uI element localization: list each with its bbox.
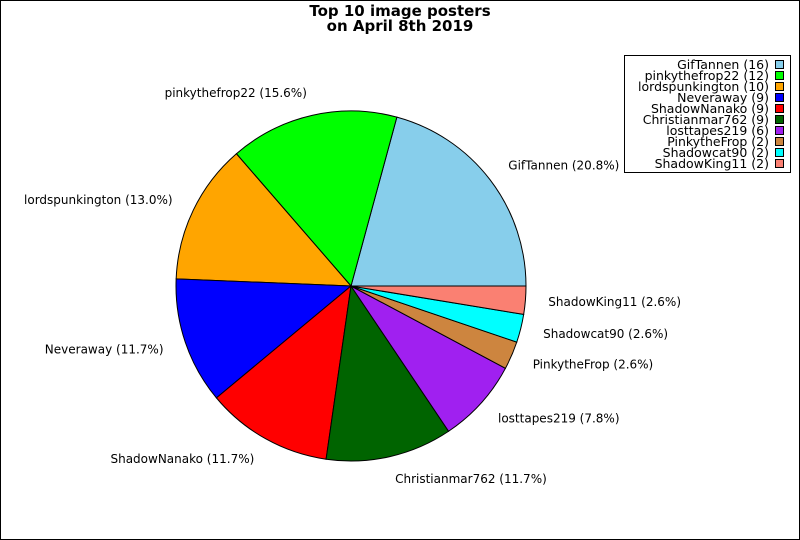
legend-label: losttapes219 (6) [666, 123, 769, 138]
pie-label-christianmar762: Christianmar762 (11.7%) [395, 472, 547, 486]
legend-swatch [775, 82, 784, 91]
legend-label: pinkythefrop22 (12) [644, 68, 769, 83]
legend-label: GifTannen (16) [677, 57, 769, 72]
legend-swatch [775, 71, 784, 80]
pie-slice-lordspunkington [175, 153, 353, 287]
legend-swatch [775, 60, 784, 69]
pie-slice-shadownanako [215, 284, 352, 460]
legend-label: PinkytheFrop (2) [667, 134, 769, 149]
legend-item-losttapes219: losttapes219 (6) [625, 123, 790, 138]
legend-swatch [775, 137, 784, 146]
legend-item-pinkythefrop22: pinkythefrop22 (12) [625, 68, 790, 83]
chart-title-line-2: on April 8th 2019 [326, 17, 474, 35]
legend-swatch [775, 126, 784, 135]
legend-item-giftannen: GifTannen (16) [625, 57, 790, 72]
legend: GifTannen (16) pinkythefrop22 (12) lordspu… [624, 55, 791, 173]
pie-slice-neveraway [175, 278, 353, 399]
legend-swatch [775, 159, 784, 168]
pie-label-losttapes219: losttapes219 (7.8%) [498, 412, 620, 426]
legend-item-shadowking11: ShadowKing11 (2) [625, 156, 790, 171]
pie-label-neveraway: Neveraway (11.7%) [45, 343, 164, 357]
pie-slice-christianmar762 [325, 284, 450, 462]
pie-slice-shadowking11 [350, 285, 527, 316]
legend-swatch [775, 115, 784, 124]
legend-swatch [775, 104, 784, 113]
legend-label: Christianmar762 (9) [642, 112, 769, 127]
legend-item-shadowcat90: Shadowcat90 (2) [625, 145, 790, 160]
legend-item-neveraway: Neveraway (9) [625, 90, 790, 105]
pie-label-pinkythefrop: PinkytheFrop (2.6%) [533, 358, 654, 372]
legend-label: lordspunkington (10) [638, 79, 769, 94]
pie-label-lordspunkington: lordspunkington (13.0%) [24, 193, 173, 207]
pie-slice-pinkythefrop22 [235, 110, 398, 288]
chart-title: Top 10 image posters on April 8th 2019 [1, 4, 799, 34]
legend-item-christianmar762: Christianmar762 (9) [625, 112, 790, 127]
legend-label: ShadowKing11 (2) [654, 156, 769, 171]
chart-title-line-1: Top 10 image posters [309, 2, 491, 20]
pie-slice-giftannen [350, 116, 527, 287]
legend-swatch [775, 148, 784, 157]
legend-item-lordspunkington: lordspunkington (10) [625, 79, 790, 94]
pie-label-pinkythefrop22: pinkythefrop22 (15.6%) [165, 86, 307, 100]
legend-label: Shadowcat90 (2) [662, 145, 769, 160]
legend-item-shadownanako: ShadowNanako (9) [625, 101, 790, 116]
legend-label: ShadowNanako (9) [650, 101, 769, 116]
legend-swatch [775, 93, 784, 102]
pie-label-shadowking11: ShadowKing11 (2.6%) [548, 295, 681, 309]
pie-label-shadowcat90: Shadowcat90 (2.6%) [543, 327, 668, 341]
legend-label: Neveraway (9) [677, 90, 769, 105]
legend-item-pinkythefrop: PinkytheFrop (2) [625, 134, 790, 149]
pie-label-shadownanako: ShadowNanako (11.7%) [110, 452, 254, 466]
pie-label-giftannen: GifTannen (20.8%) [508, 159, 619, 173]
